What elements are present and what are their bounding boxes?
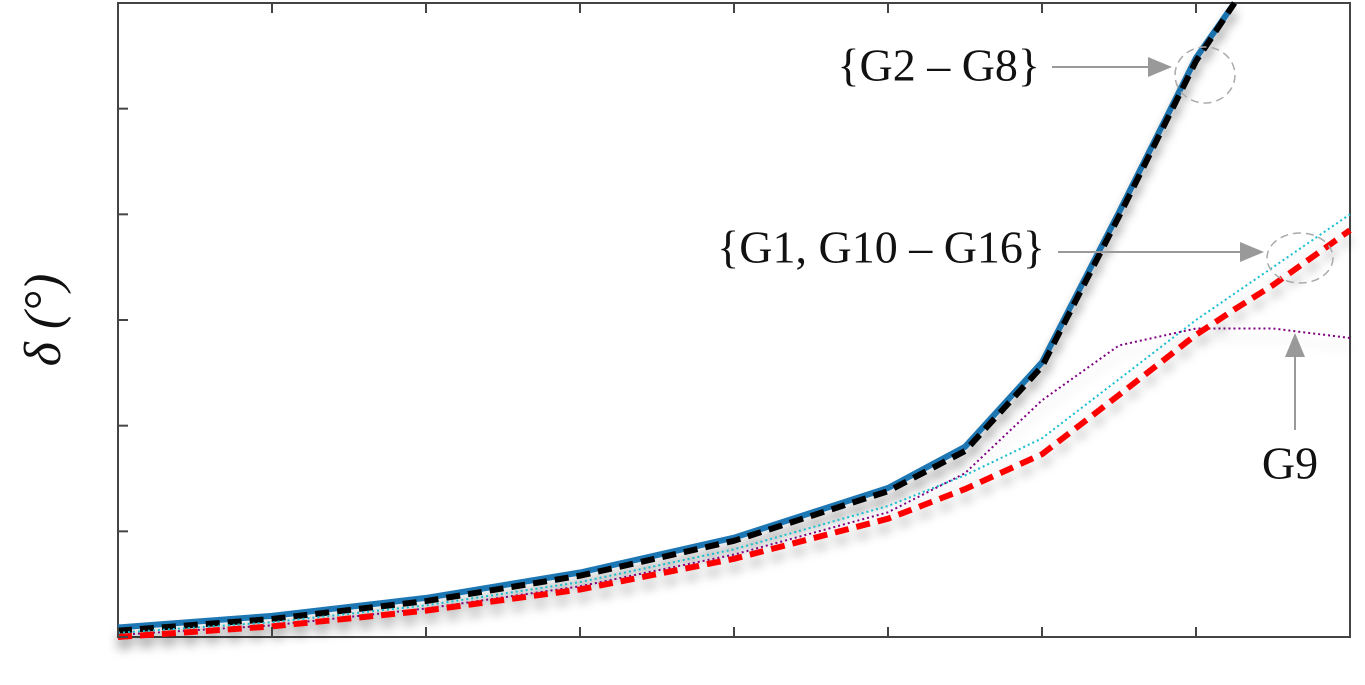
plot-area: [117, 1, 1352, 640]
annotation: G9: [1262, 438, 1318, 489]
annotation-ellipse: [1266, 232, 1334, 284]
annotation: {G1, G10 – G16}: [717, 222, 1045, 273]
line-series: [117, 213, 1351, 634]
line-series: [117, 227, 1352, 640]
y-axis-label: δ (°): [15, 274, 72, 367]
line-series: [117, 327, 1351, 636]
line-series: [117, 1, 1238, 634]
annotation: {G2 – G8}: [837, 40, 1040, 91]
annotation-ellipse: [1174, 46, 1236, 104]
